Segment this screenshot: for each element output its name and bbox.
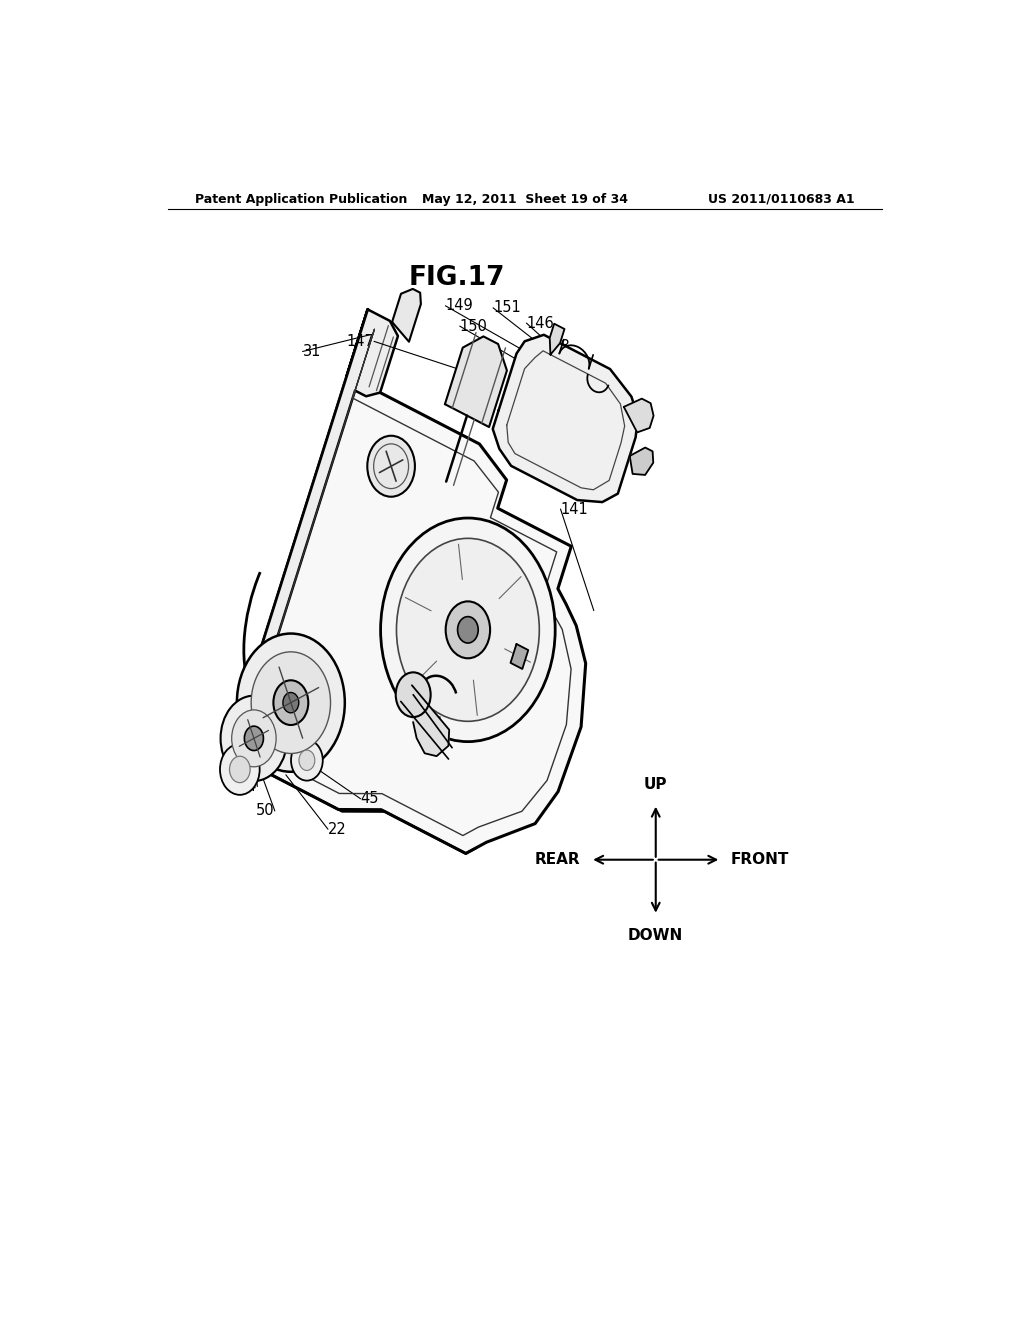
Text: 149: 149 [445, 298, 473, 313]
Text: 22: 22 [328, 822, 347, 837]
Circle shape [381, 517, 555, 742]
Polygon shape [412, 685, 450, 756]
Circle shape [237, 634, 345, 772]
Text: FIG.17: FIG.17 [410, 265, 506, 292]
Text: 148: 148 [543, 339, 570, 354]
Text: FRONT: FRONT [731, 853, 790, 867]
Text: 150: 150 [460, 318, 487, 334]
Circle shape [395, 672, 431, 717]
Circle shape [291, 741, 323, 780]
Circle shape [220, 744, 260, 795]
Text: 31: 31 [303, 345, 321, 359]
Polygon shape [232, 309, 398, 744]
Text: UP: UP [644, 776, 668, 792]
Polygon shape [630, 447, 653, 475]
Polygon shape [392, 289, 421, 342]
Circle shape [374, 444, 409, 488]
Text: Patent Application Publication: Patent Application Publication [196, 193, 408, 206]
Circle shape [229, 756, 250, 783]
Polygon shape [624, 399, 653, 433]
Text: 143: 143 [481, 672, 509, 688]
Text: 141: 141 [560, 502, 588, 516]
Polygon shape [511, 644, 528, 669]
Circle shape [273, 680, 308, 725]
Text: 144: 144 [472, 694, 500, 710]
Circle shape [445, 602, 490, 659]
Text: 46: 46 [239, 758, 257, 772]
Circle shape [283, 693, 299, 713]
Circle shape [220, 696, 288, 781]
Polygon shape [550, 323, 564, 355]
Circle shape [231, 710, 276, 767]
Text: 142: 142 [489, 651, 517, 667]
Text: REAR: REAR [536, 853, 581, 867]
Text: DOWN: DOWN [628, 928, 683, 942]
Text: 45: 45 [360, 791, 379, 807]
Text: May 12, 2011  Sheet 19 of 34: May 12, 2011 Sheet 19 of 34 [422, 193, 628, 206]
Circle shape [458, 616, 478, 643]
Circle shape [299, 750, 314, 771]
Text: 147: 147 [346, 334, 374, 348]
Circle shape [396, 539, 540, 721]
Polygon shape [493, 335, 638, 502]
Text: US 2011/0110683 A1: US 2011/0110683 A1 [708, 193, 854, 206]
Polygon shape [444, 337, 507, 428]
Text: 146: 146 [526, 315, 554, 330]
Text: 151: 151 [494, 301, 521, 315]
Circle shape [368, 436, 415, 496]
Circle shape [245, 726, 263, 751]
Polygon shape [228, 309, 586, 854]
Text: 34: 34 [239, 779, 257, 795]
Circle shape [251, 652, 331, 754]
Text: 50: 50 [256, 804, 274, 818]
